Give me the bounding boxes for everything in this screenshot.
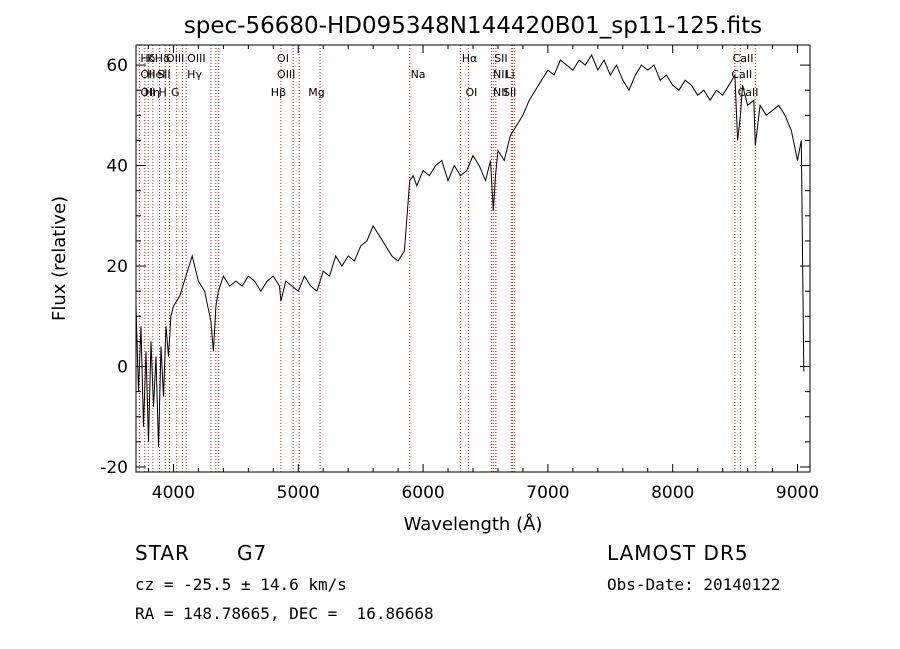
y-tick-label: 40	[106, 157, 128, 177]
x-tick-label: 4000	[152, 483, 195, 503]
line-id-label: NII	[493, 68, 508, 81]
line-id-label: OIII	[166, 52, 184, 65]
redshift-cz: cz = -25.5 ± 14.6 km/s	[135, 575, 347, 594]
line-id-label: K	[147, 52, 155, 65]
line-id-label: G	[171, 86, 180, 99]
line-id-label: SII	[503, 86, 516, 99]
line-id-label: Li	[505, 68, 514, 81]
x-tick-label: 5000	[277, 483, 320, 503]
y-tick-label: 60	[106, 56, 128, 76]
line-id-label: OII	[140, 68, 155, 81]
line-id-label: OIII	[277, 68, 295, 81]
y-tick-label: 0	[117, 358, 128, 378]
line-id-label: NII	[493, 86, 508, 99]
survey-name: LAMOST DR5	[607, 541, 749, 565]
line-id-label: HeI	[147, 68, 165, 81]
line-id-label: OI	[277, 52, 289, 65]
line-id-label: OI	[466, 86, 478, 99]
plot-frame	[135, 44, 811, 473]
x-tick-label: 6000	[401, 483, 444, 503]
x-tick-label: 7000	[526, 483, 569, 503]
object-class: STAR	[135, 541, 190, 565]
line-id-label: H	[158, 86, 166, 99]
y-tick-label: -20	[100, 458, 128, 478]
line-id-label: Hδ	[140, 52, 155, 65]
line-id-label: Na	[411, 68, 426, 81]
observation-date: Obs-Date: 20140122	[607, 575, 781, 594]
line-id-label: CaII	[733, 52, 754, 65]
line-id-label: CaII	[738, 86, 759, 99]
x-axis-label: Wavelength (Å)	[404, 513, 543, 535]
line-id-label: OIII	[187, 52, 205, 65]
x-tick-label: 8000	[651, 483, 694, 503]
line-id-label: Hα	[462, 52, 478, 65]
line-id-label: OII	[140, 86, 155, 99]
x-tick-label: 9000	[776, 483, 819, 503]
line-id-label: Hη	[145, 86, 160, 99]
y-tick-label: 20	[106, 257, 128, 277]
line-id-label: Hβ	[271, 86, 286, 99]
object-subclass: G7	[237, 541, 268, 565]
y-axis-label: Flux (relative)	[49, 196, 70, 321]
line-id-label: Hδ	[155, 52, 170, 65]
line-id-label: SII	[157, 68, 170, 81]
line-id-label: CaII	[731, 68, 752, 81]
chart-title: spec-56680-HD095348N144420B01_sp11-125.f…	[184, 13, 762, 39]
line-id-label: Mg	[308, 86, 324, 99]
line-id-label: SII	[494, 52, 507, 65]
spectrum-series-line	[135, 53, 805, 447]
coordinates: RA = 148.78665, DEC = 16.86668	[135, 604, 434, 623]
line-id-label: Hγ	[187, 68, 202, 81]
